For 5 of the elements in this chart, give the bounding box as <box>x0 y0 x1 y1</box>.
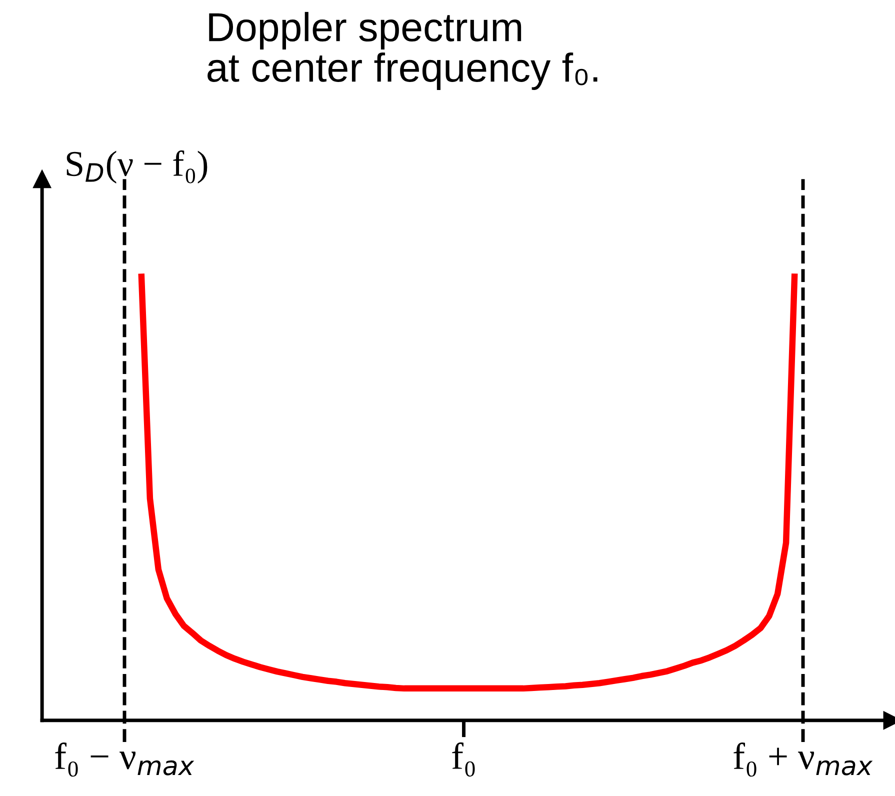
y-axis-title: S$_{D}$(ν − f₀) <box>66 150 208 184</box>
x-tick-label: f₀ <box>452 742 475 777</box>
x-tick-label: f₀ + ν$_{max}$ <box>734 742 873 777</box>
x-tick-label: f₀ − ν$_{max}$ <box>55 742 194 777</box>
chart-title: Doppler spectrum at center frequency f₀. <box>208 12 598 90</box>
